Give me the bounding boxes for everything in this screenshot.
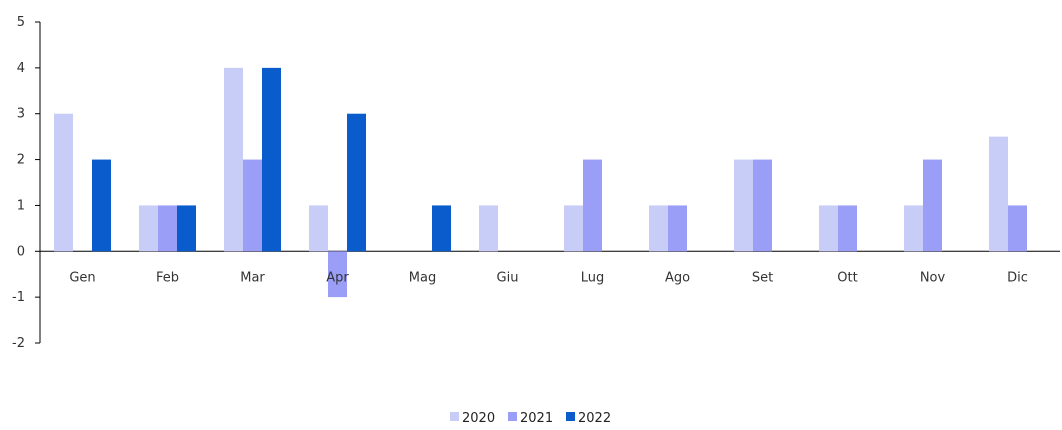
bar-2020-apr <box>309 205 328 252</box>
bar-2022-mag <box>432 205 451 252</box>
bar-2020-giu <box>479 205 498 252</box>
bar-2020-set <box>734 159 753 252</box>
bar-2021-nov <box>923 159 942 252</box>
category-label: Dic <box>1007 270 1028 285</box>
bar-2021-ago <box>668 205 687 252</box>
bar-2021-feb <box>158 205 177 252</box>
legend-item-2021: 2021 <box>508 411 553 426</box>
y-axis: 5 4 3 2 1 0 -1 -2 <box>12 15 41 351</box>
legend-label: 2021 <box>520 411 553 426</box>
category-label: Mar <box>240 270 265 285</box>
bar-2021-set <box>753 159 772 252</box>
category-label: Ott <box>837 270 857 285</box>
y-tick-label: -2 <box>12 336 25 351</box>
y-tick-label: -1 <box>12 290 25 305</box>
y-tick-label: 1 <box>17 198 25 213</box>
bar-2020-ago <box>649 205 668 252</box>
bar-2020-gen <box>54 113 73 252</box>
bar-2020-mar <box>224 67 243 252</box>
bar-2020-ott <box>819 205 838 252</box>
legend-label: 2022 <box>578 411 611 426</box>
bar-2020-dic <box>989 136 1008 252</box>
y-tick-label: 3 <box>17 107 25 122</box>
bar-2020-feb <box>139 205 158 252</box>
bar-2021-lug <box>583 159 602 252</box>
y-tick-label: 2 <box>17 153 25 168</box>
category-label: Mag <box>409 270 436 285</box>
bar-2022-mar <box>262 67 281 252</box>
category-label: Nov <box>920 270 946 285</box>
category-label: Apr <box>326 270 349 285</box>
category-label: Set <box>752 270 773 285</box>
bar-2022-gen <box>92 159 111 252</box>
bars <box>54 67 1027 298</box>
y-tick-label: 4 <box>17 61 25 76</box>
bar-2021-dic <box>1008 205 1027 252</box>
category-label: Feb <box>156 270 179 285</box>
category-labels: Gen Feb Mar Apr Mag Giu Lug Ago Set Ott Nov Dic <box>69 270 1028 285</box>
category-label: Ago <box>665 270 690 285</box>
legend: 2020 2021 2022 <box>450 411 611 426</box>
bar-2020-nov <box>904 205 923 252</box>
bar-2020-lug <box>564 205 583 252</box>
category-label: Gen <box>69 270 95 285</box>
legend-swatch <box>566 412 575 421</box>
legend-item-2020: 2020 <box>450 411 495 426</box>
category-label: Lug <box>581 270 605 285</box>
y-tick-label: 0 <box>17 244 25 259</box>
bar-2021-mar <box>243 159 262 252</box>
legend-swatch <box>450 412 459 421</box>
bar-2022-apr <box>347 113 366 252</box>
bar-2021-ott <box>838 205 857 252</box>
bar-2022-feb <box>177 205 196 252</box>
y-tick-label: 5 <box>17 15 25 30</box>
legend-swatch <box>508 412 517 421</box>
category-label: Giu <box>497 270 519 285</box>
bar-2021-apr <box>328 251 347 298</box>
legend-item-2022: 2022 <box>566 411 611 426</box>
legend-label: 2020 <box>462 411 495 426</box>
